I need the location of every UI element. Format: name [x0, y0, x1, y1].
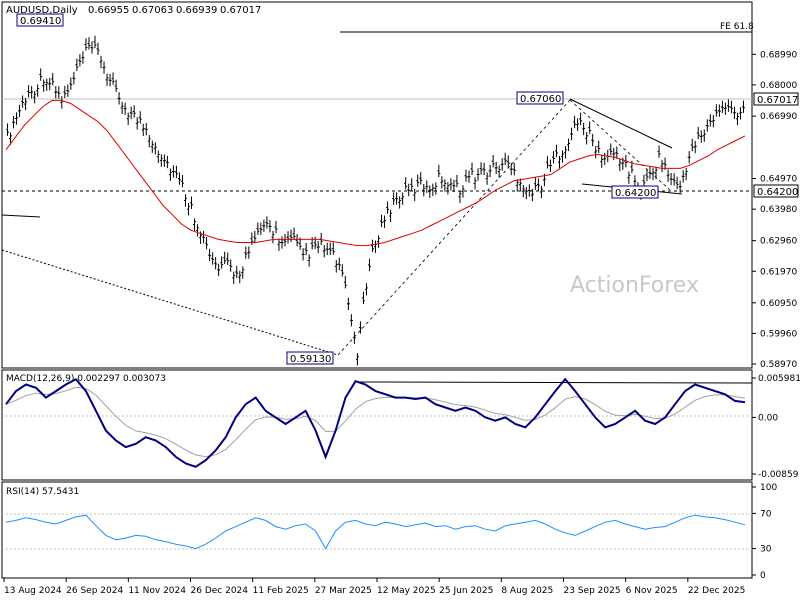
label-low-64200: 0.64200 [611, 185, 659, 199]
price-tick-label: 0.62960 [760, 237, 797, 247]
date-tick-label: 11 Nov 2024 [128, 586, 186, 596]
price-tick-label: 0.63980 [760, 205, 797, 215]
price-panel [1, 1, 753, 369]
price-y-axis: 0.68990 0.68000 0.66990 0.64970 0.63980 0.629… [752, 50, 797, 370]
rsi-line [5, 514, 746, 550]
ohlc-low: 0.66939 [176, 5, 217, 16]
support-price-text: 0.64200 [757, 187, 798, 198]
ohlc-high: 0.67063 [132, 5, 173, 16]
date-tick-label: 26 Dec 2024 [191, 586, 249, 596]
date-tick-label: 6 Nov 2025 [626, 586, 678, 596]
label-high-69410-text: 0.69410 [20, 16, 61, 27]
symbol-title: AUDUSD,Daily [6, 5, 78, 16]
price-tick-label: 0.64970 [760, 175, 797, 185]
date-tick-label: 8 Aug 2025 [501, 586, 553, 596]
price-tick-label: 0.68990 [760, 50, 797, 60]
price-tick-label: 0.68000 [760, 81, 797, 91]
long-dotted-trendline [1, 249, 339, 356]
macd-panel [1, 369, 753, 481]
ohlc-open: 0.66955 [88, 5, 129, 16]
label-low-64200-text: 0.64200 [615, 188, 656, 199]
macd-line [5, 377, 746, 468]
rsi-tick-label: 70 [760, 509, 772, 519]
date-tick-label: 12 May 2025 [377, 586, 436, 596]
macd-signal-line [5, 386, 746, 458]
date-tick-label: 13 Aug 2024 [4, 586, 62, 596]
wedge-upper-line [569, 98, 673, 149]
label-low-59130-text: 0.59130 [290, 354, 331, 365]
current-price-badge: 0.67017 [753, 92, 799, 106]
price-bars [6, 35, 745, 366]
label-low-59130: 0.59130 [286, 351, 334, 365]
macd-tick-label: -0.00859 [758, 470, 799, 480]
date-tick-label: 25 Jun 2025 [439, 586, 493, 596]
ohlc-close: 0.67017 [220, 5, 261, 16]
date-tick-label: 23 Sep 2025 [564, 586, 621, 596]
price-tick-label: 0.59960 [760, 329, 797, 339]
left-short-line [1, 214, 41, 218]
fe-label: FE 61.8 [720, 22, 754, 32]
date-tick-label: 22 Dec 2025 [688, 586, 746, 596]
macd-tick-label: 0.005981 [758, 374, 800, 384]
support-price-badge: 0.64200 [753, 184, 799, 198]
price-tick-label: 0.61970 [760, 267, 797, 277]
macd-peak-line [359, 381, 753, 384]
label-high-67060: 0.67060 [516, 91, 564, 105]
rsi-panel [1, 481, 753, 579]
moving-average-line [5, 99, 746, 247]
macd-tick-label: 0.00 [758, 413, 778, 423]
date-x-axis: 13 Aug 2024 26 Sep 2024 11 Nov 2024 26 Dec … [3, 578, 746, 596]
price-tick-label: 0.66990 [760, 112, 797, 122]
falling-dashed-trendline [569, 99, 671, 191]
label-high-69410: 0.69410 [16, 13, 64, 27]
price-tick-label: 0.60950 [760, 299, 797, 309]
label-high-67060-text: 0.67060 [520, 94, 561, 105]
date-tick-label: 26 Sep 2024 [66, 586, 123, 596]
date-tick-label: 27 Mar 2025 [315, 586, 372, 596]
rsi-tick-label: 0 [760, 571, 766, 581]
date-tick-label: 11 Feb 2025 [253, 586, 309, 596]
rsi-y-axis: 100 70 30 0 [752, 483, 777, 581]
macd-title: MACD(12,26,9) 0.002297 0.003073 [6, 374, 166, 384]
price-tick-label: 0.58970 [760, 360, 797, 370]
current-price-text: 0.67017 [757, 95, 798, 106]
rsi-tick-label: 30 [760, 545, 772, 555]
watermark: ActionForex [570, 273, 699, 298]
rsi-title: RSI(14) 57.5431 [6, 487, 79, 497]
rsi-tick-label: 100 [760, 483, 777, 493]
macd-y-axis: 0.005981 0.00 -0.00859 [752, 374, 800, 480]
